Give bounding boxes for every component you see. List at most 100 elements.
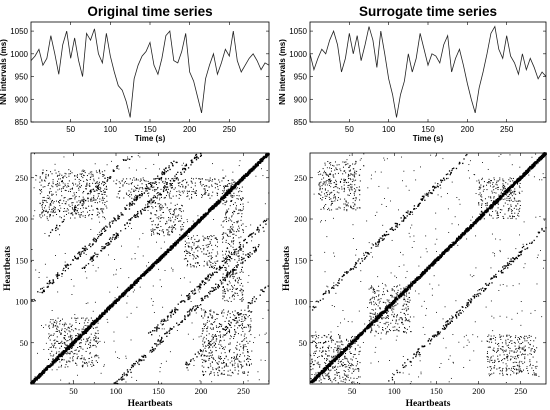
recurrence-point	[224, 290, 226, 292]
recurrence-point	[197, 157, 200, 159]
recurrence-point	[132, 291, 134, 293]
recurrence-point	[187, 295, 189, 297]
recurrence-point	[219, 370, 221, 372]
recurrence-point	[77, 347, 79, 349]
recurrence-point	[101, 312, 104, 315]
series-line	[30, 28, 270, 118]
recurrence-point	[95, 327, 97, 329]
recurrence-point	[70, 263, 72, 266]
recurrence-point	[71, 207, 73, 209]
recurrence-point	[237, 365, 239, 367]
recurrence-point	[189, 246, 191, 248]
recurrence-point	[141, 355, 143, 357]
recurrence-point	[152, 264, 155, 266]
recurrence-point	[145, 190, 147, 192]
recurrence-point	[224, 352, 226, 354]
recurrence-point	[42, 172, 44, 174]
recurrence-point	[211, 323, 213, 325]
recurrence-point	[121, 378, 124, 380]
recurrence-point	[139, 210, 142, 212]
recurrence-point	[218, 269, 220, 271]
recurrence-point	[82, 328, 84, 330]
recurrence-point	[58, 342, 60, 344]
recurrence-point	[113, 382, 115, 384]
recurrence-point	[61, 203, 63, 204]
recurrence-point	[216, 267, 218, 270]
recurrence-point	[115, 236, 117, 238]
recurrence-point	[71, 347, 73, 349]
recurrence-point	[78, 329, 80, 331]
recurrence-point	[151, 220, 153, 222]
recurrence-point	[232, 277, 234, 279]
recurrence-point	[130, 371, 132, 374]
recurrence-point	[229, 226, 231, 228]
recurrence-point	[233, 222, 235, 224]
recurrence-point	[211, 236, 213, 238]
recurrence-point	[114, 238, 116, 241]
recurrence-point	[179, 181, 181, 183]
recurrence-point	[113, 331, 115, 333]
recurrence-point	[162, 206, 164, 208]
recurrence-point	[46, 368, 49, 370]
recurrence-point	[80, 339, 82, 341]
recurrence-point	[218, 369, 220, 371]
recurrence-point	[233, 295, 235, 297]
recurrence-point	[234, 369, 236, 371]
recurrence-point	[67, 183, 69, 185]
recurrence-point	[202, 343, 204, 345]
recurrence-point	[236, 312, 239, 314]
recurrence-point	[180, 220, 182, 222]
recurrence-point	[81, 328, 83, 330]
y-axis-label: NN intervals (ms)	[0, 39, 8, 105]
recurrence-point	[163, 232, 165, 234]
recurrence-point	[97, 208, 99, 210]
recurrence-point	[140, 359, 143, 362]
recurrence-point	[263, 156, 266, 159]
recurrence-point	[123, 372, 125, 374]
recurrence-point	[149, 188, 151, 190]
recurrence-point	[154, 181, 156, 183]
recurrence-point	[60, 379, 62, 381]
recurrence-point	[68, 345, 70, 347]
recurrence-point	[41, 371, 43, 374]
recurrence-point	[58, 175, 60, 177]
recurrence-point	[226, 189, 228, 191]
recurrence-point	[254, 233, 257, 235]
x-axis-label: Time (s)	[413, 134, 444, 143]
recurrence-point	[89, 193, 91, 195]
recurrence-point	[81, 357, 83, 359]
recurrence-point	[239, 246, 242, 248]
recurrence-point	[121, 374, 124, 376]
recurrence-point	[74, 206, 76, 208]
recurrence-point	[64, 185, 66, 187]
recurrence-point	[39, 373, 42, 376]
recurrence-point	[241, 269, 243, 271]
recurrence-point	[122, 295, 124, 298]
recurrence-point	[238, 349, 240, 351]
recurrence-point	[72, 341, 75, 344]
recurrence-point	[217, 287, 219, 289]
recurrence-point	[174, 312, 176, 314]
recurrence-point	[93, 364, 95, 366]
recurrence-point	[128, 183, 130, 185]
recurrence-point	[102, 181, 104, 183]
recurrence-point	[167, 317, 169, 319]
recurrence-point	[210, 266, 212, 268]
recurrence-point	[84, 215, 86, 217]
recurrence-point	[244, 319, 246, 321]
recurrence-point	[186, 196, 188, 198]
recurrence-point	[200, 183, 202, 185]
recurrence-point	[193, 266, 195, 268]
recurrence-point	[100, 208, 102, 210]
recurrence-point	[157, 343, 159, 346]
recurrence-point	[211, 317, 213, 319]
recurrence-point	[101, 197, 103, 199]
recurrence-point	[229, 342, 231, 344]
recurrence-point	[228, 183, 230, 185]
recurrence-point	[202, 214, 205, 216]
recurrence-point	[93, 240, 95, 242]
recurrence-point	[195, 248, 197, 250]
recurrence-point	[59, 184, 61, 186]
recurrence-point	[149, 202, 151, 204]
recurrence-point	[161, 171, 164, 173]
